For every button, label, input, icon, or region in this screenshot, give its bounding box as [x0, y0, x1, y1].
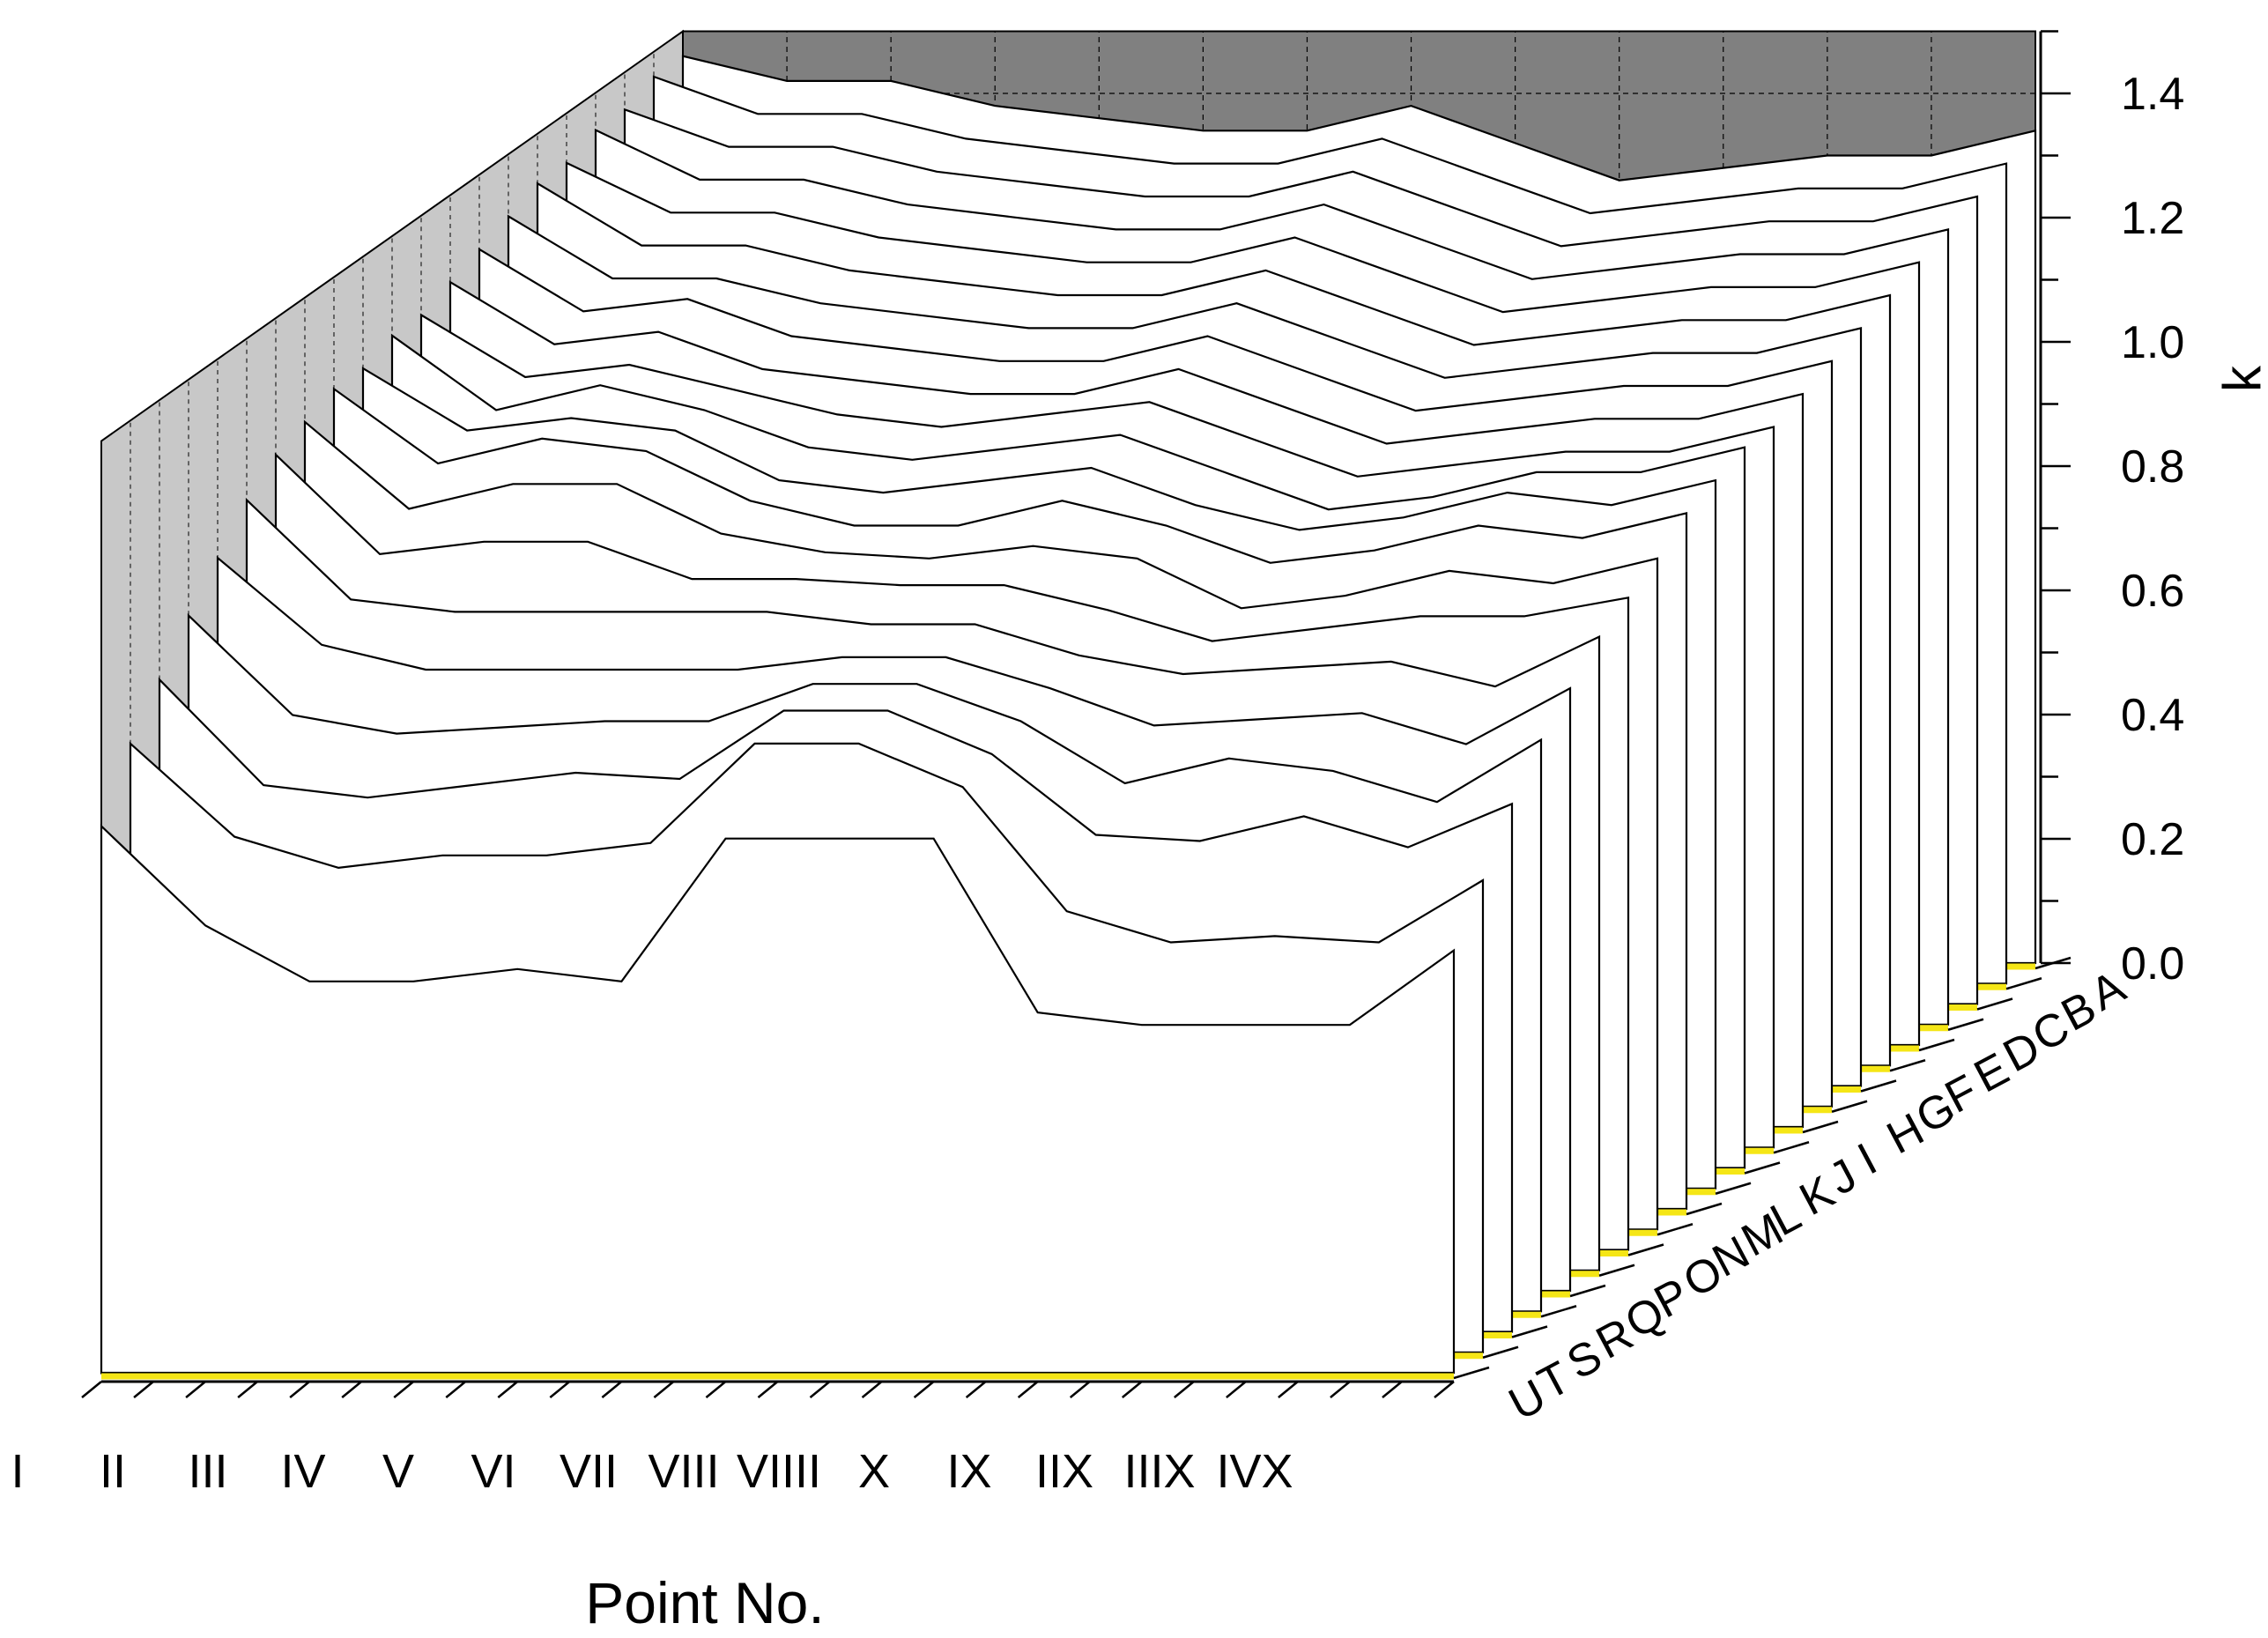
x-tick-label: IIX — [1035, 1445, 1093, 1498]
x-tick — [341, 1381, 362, 1398]
x-tick — [1121, 1381, 1143, 1398]
depth-tick — [1744, 1161, 1781, 1175]
x-tick-label: IX — [946, 1445, 991, 1498]
depth-tick — [1889, 1059, 1926, 1072]
x-tick — [133, 1381, 154, 1398]
depth-tick — [1482, 1345, 1519, 1359]
depth-tick — [1511, 1325, 1548, 1338]
x-tick — [601, 1381, 623, 1398]
z-tick-label: 0.4 — [2121, 690, 2184, 741]
depth-tick — [2005, 977, 2042, 990]
depth-tick — [1686, 1202, 1723, 1216]
x-tick — [1174, 1381, 1195, 1398]
z-tick-label: 0.6 — [2121, 566, 2184, 617]
x-tick — [1434, 1381, 1455, 1398]
z-tick-label: 1.0 — [2121, 317, 2184, 368]
depth-tick — [1976, 997, 2013, 1011]
x-tick — [393, 1381, 415, 1398]
depth-tick — [1569, 1284, 1606, 1298]
depth-tick — [1918, 1038, 1955, 1052]
x-tick — [1382, 1381, 1403, 1398]
x-tick-label: V — [382, 1445, 414, 1498]
depth-tick — [1540, 1305, 1577, 1318]
depth-tick — [1947, 1018, 1984, 1031]
depth-tick — [1802, 1120, 1839, 1134]
x-tick-label: VIII — [648, 1445, 719, 1498]
x-tick — [289, 1381, 310, 1398]
x-axis-title: Point No. — [585, 1570, 824, 1635]
z-tick-label: 0.0 — [2121, 938, 2184, 989]
depth-tick — [1831, 1100, 1868, 1113]
z-tick-label: 1.2 — [2121, 193, 2184, 244]
x-tick-label: VII — [560, 1445, 618, 1498]
x-tick — [861, 1381, 883, 1398]
depth-tick — [1773, 1141, 1810, 1154]
z-tick-label: 0.2 — [2121, 814, 2184, 865]
x-tick — [237, 1381, 258, 1398]
depth-tick — [1453, 1366, 1490, 1380]
depth-tick — [1715, 1182, 1752, 1195]
x-tick-label: II — [100, 1445, 126, 1498]
x-tick-label: VI — [471, 1445, 515, 1498]
x-tick-label: III — [188, 1445, 227, 1498]
x-tick-label: IIIX — [1123, 1445, 1195, 1498]
x-tick — [809, 1381, 831, 1398]
x-tick-label: IV — [280, 1445, 325, 1498]
x-tick-label: I — [11, 1445, 24, 1498]
x-tick — [81, 1381, 102, 1398]
series-slices — [100, 55, 2037, 1380]
x-tick — [549, 1381, 571, 1398]
x-tick — [497, 1381, 519, 1398]
series-slice-U — [100, 824, 1456, 1380]
x-tick — [445, 1381, 467, 1398]
depth-tick — [1627, 1243, 1664, 1256]
x-tick — [705, 1381, 727, 1398]
z-tick-label: 1.4 — [2121, 69, 2184, 120]
x-tick — [1278, 1381, 1299, 1398]
x-tick — [1226, 1381, 1247, 1398]
x-tick — [913, 1381, 935, 1398]
x-tick-label: X — [858, 1445, 890, 1498]
x-tick — [1017, 1381, 1039, 1398]
x-tick — [757, 1381, 779, 1398]
x-tick — [653, 1381, 675, 1398]
z-tick-label: 0.8 — [2121, 441, 2184, 493]
depth-tick — [1860, 1079, 1897, 1093]
x-tick — [1330, 1381, 1351, 1398]
x-tick-label: VIIII — [737, 1445, 821, 1498]
x-tick-label: IVX — [1216, 1445, 1293, 1498]
x-tick — [1069, 1381, 1091, 1398]
x-tick — [965, 1381, 987, 1398]
series-area-U — [100, 824, 1456, 1375]
x-tick — [185, 1381, 206, 1398]
depth-tick — [1598, 1264, 1635, 1277]
z-axis-title: k — [2212, 365, 2268, 392]
depth-tick — [1657, 1223, 1694, 1236]
